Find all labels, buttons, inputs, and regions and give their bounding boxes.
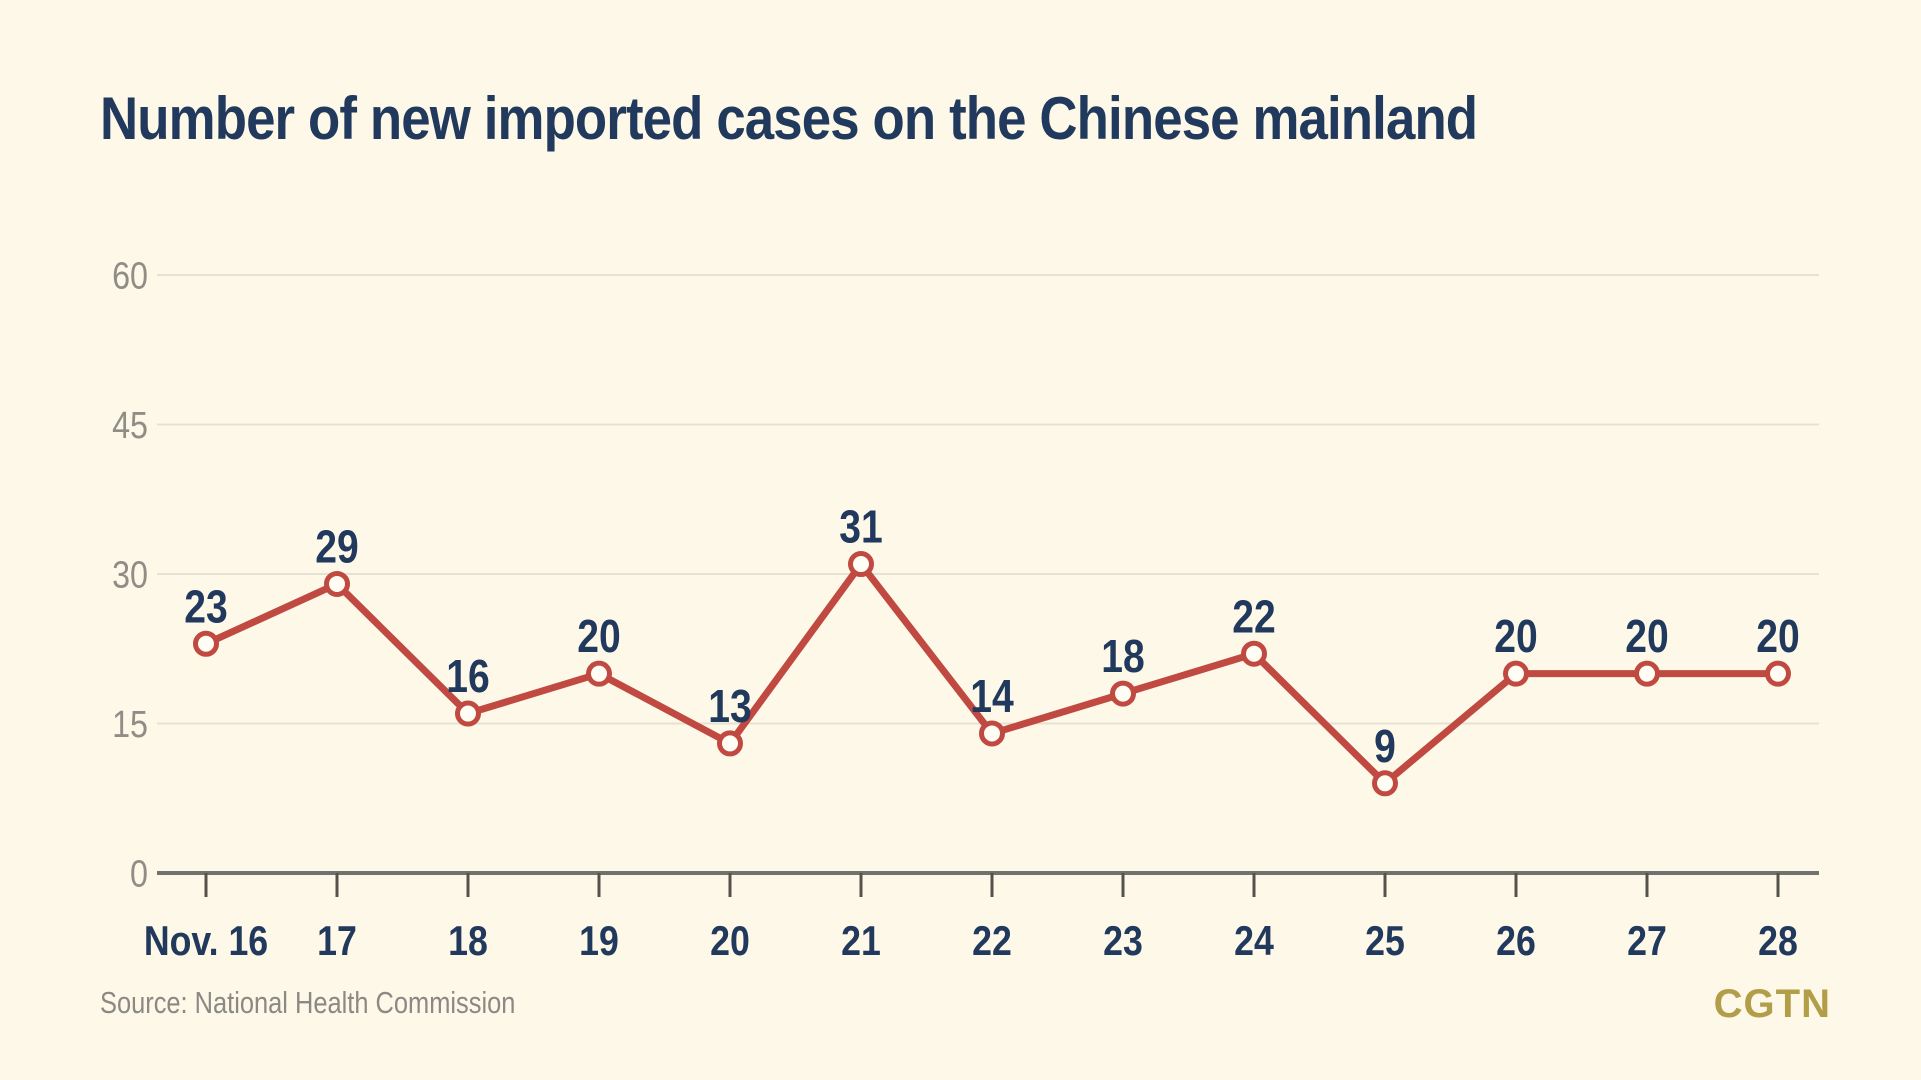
x-axis-label: 18 — [448, 918, 488, 964]
data-point-label: 13 — [708, 681, 751, 733]
y-axis-label: 60 — [112, 255, 148, 297]
y-axis-label: 0 — [130, 853, 148, 895]
data-point-marker — [586, 660, 612, 687]
data-point-marker — [193, 630, 219, 657]
data-point-label: 14 — [970, 671, 1014, 723]
x-axis-label: 17 — [317, 918, 357, 964]
data-point-label: 18 — [1101, 631, 1144, 683]
data-point-label: 16 — [446, 651, 489, 703]
data-point-marker — [979, 720, 1005, 747]
y-axis-label: 45 — [112, 405, 148, 447]
data-point-marker — [324, 570, 350, 597]
x-axis-label: 23 — [1103, 918, 1143, 964]
data-point-marker — [1765, 660, 1791, 687]
y-axis-label: 30 — [112, 554, 148, 596]
data-point-label: 20 — [1494, 611, 1537, 663]
x-axis-label: 27 — [1627, 918, 1667, 964]
x-axis-label: 20 — [710, 918, 750, 964]
data-point-label: 20 — [577, 611, 620, 663]
data-point-marker — [848, 551, 874, 578]
data-point-marker — [1110, 680, 1136, 707]
data-point-marker — [1372, 770, 1398, 797]
data-point-marker — [1503, 660, 1529, 687]
data-point-label: 29 — [315, 522, 358, 574]
data-point-label: 20 — [1625, 611, 1668, 663]
data-point-label: 22 — [1232, 591, 1275, 643]
cgtn-logo: CGTN — [1713, 982, 1831, 1026]
x-axis-label: 28 — [1758, 918, 1798, 964]
x-axis-label: Nov. 16 — [144, 918, 268, 964]
page-title: Number of new imported cases on the Chin… — [100, 85, 1478, 152]
data-point-label: 23 — [184, 581, 227, 633]
x-axis-label: 21 — [841, 918, 881, 964]
data-point-marker — [1241, 640, 1267, 667]
data-point-marker — [717, 730, 743, 757]
data-point-label: 31 — [839, 502, 882, 554]
source-label: Source: National Health Commission — [100, 985, 516, 1020]
data-point-label: 20 — [1756, 611, 1799, 663]
data-point-marker — [1634, 660, 1660, 687]
x-axis-label: 24 — [1234, 918, 1274, 964]
x-axis-label: 26 — [1496, 918, 1536, 964]
x-axis-label: 22 — [972, 918, 1012, 964]
data-point-label: 9 — [1374, 721, 1396, 773]
data-point-marker — [455, 700, 481, 727]
x-axis-label: 25 — [1365, 918, 1405, 964]
x-axis-label: 19 — [579, 918, 619, 964]
y-axis-label: 15 — [112, 704, 148, 746]
